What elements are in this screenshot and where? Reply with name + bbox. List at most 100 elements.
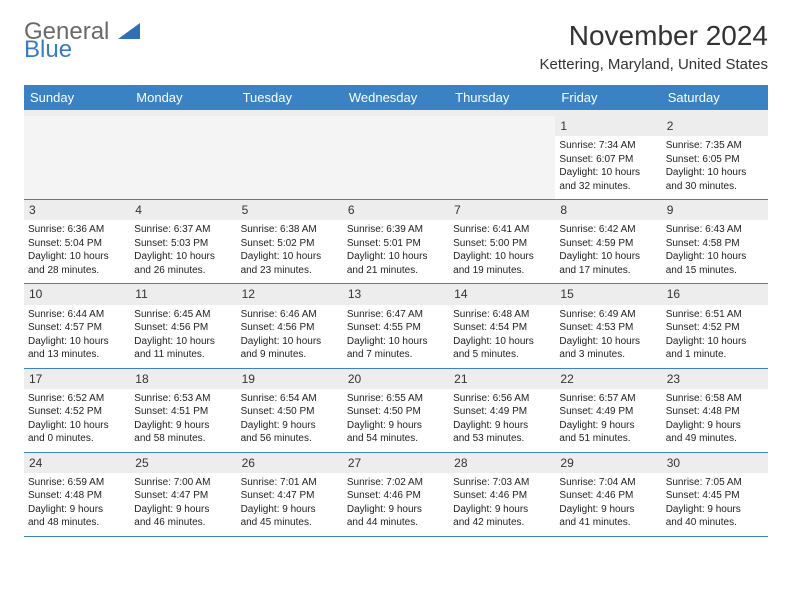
day-cell: 23Sunrise: 6:58 AMSunset: 4:48 PMDayligh…	[662, 369, 768, 452]
weekday-label: Saturday	[662, 85, 768, 110]
daylight2-label: and 9 minutes.	[241, 348, 339, 362]
sunrise-label: Sunrise: 6:45 AM	[134, 308, 232, 322]
daylight1-label: Daylight: 9 hours	[241, 419, 339, 433]
sunrise-label: Sunrise: 6:37 AM	[134, 223, 232, 237]
daylight2-label: and 21 minutes.	[347, 264, 445, 278]
sunset-label: Sunset: 5:04 PM	[28, 237, 126, 251]
day-cell: 15Sunrise: 6:49 AMSunset: 4:53 PMDayligh…	[555, 284, 661, 367]
sunset-label: Sunset: 4:49 PM	[559, 405, 657, 419]
day-cell: 24Sunrise: 6:59 AMSunset: 4:48 PMDayligh…	[24, 453, 130, 536]
day-number: 21	[449, 369, 555, 389]
daylight2-label: and 30 minutes.	[666, 180, 764, 194]
weekday-label: Tuesday	[237, 85, 343, 110]
daylight2-label: and 26 minutes.	[134, 264, 232, 278]
day-cell: 27Sunrise: 7:02 AMSunset: 4:46 PMDayligh…	[343, 453, 449, 536]
empty-day	[237, 116, 343, 199]
empty-day	[24, 116, 130, 199]
sunset-label: Sunset: 6:05 PM	[666, 153, 764, 167]
sunrise-label: Sunrise: 6:38 AM	[241, 223, 339, 237]
sunset-label: Sunset: 4:52 PM	[666, 321, 764, 335]
daylight2-label: and 11 minutes.	[134, 348, 232, 362]
day-number: 17	[24, 369, 130, 389]
daylight1-label: Daylight: 10 hours	[453, 250, 551, 264]
day-number: 23	[662, 369, 768, 389]
daylight1-label: Daylight: 9 hours	[241, 503, 339, 517]
sunrise-label: Sunrise: 6:59 AM	[28, 476, 126, 490]
day-number: 28	[449, 453, 555, 473]
day-cell: 10Sunrise: 6:44 AMSunset: 4:57 PMDayligh…	[24, 284, 130, 367]
day-number: 29	[555, 453, 661, 473]
header: General Blue November 2024 Kettering, Ma…	[24, 20, 768, 73]
weeks-container: 1Sunrise: 7:34 AMSunset: 6:07 PMDaylight…	[24, 116, 768, 537]
sunset-label: Sunset: 5:03 PM	[134, 237, 232, 251]
day-cell: 21Sunrise: 6:56 AMSunset: 4:49 PMDayligh…	[449, 369, 555, 452]
sunrise-label: Sunrise: 6:42 AM	[559, 223, 657, 237]
empty-day	[343, 116, 449, 199]
sunrise-label: Sunrise: 7:34 AM	[559, 139, 657, 153]
sunrise-label: Sunrise: 7:35 AM	[666, 139, 764, 153]
sunrise-label: Sunrise: 6:41 AM	[453, 223, 551, 237]
daylight2-label: and 53 minutes.	[453, 432, 551, 446]
day-cell: 1Sunrise: 7:34 AMSunset: 6:07 PMDaylight…	[555, 116, 661, 199]
day-number: 1	[555, 116, 661, 136]
week-row: 10Sunrise: 6:44 AMSunset: 4:57 PMDayligh…	[24, 284, 768, 368]
calendar: SundayMondayTuesdayWednesdayThursdayFrid…	[24, 85, 768, 537]
day-cell: 16Sunrise: 6:51 AMSunset: 4:52 PMDayligh…	[662, 284, 768, 367]
daylight1-label: Daylight: 10 hours	[666, 250, 764, 264]
sunset-label: Sunset: 4:53 PM	[559, 321, 657, 335]
logo-text: General Blue	[24, 20, 140, 62]
daylight2-label: and 0 minutes.	[28, 432, 126, 446]
daylight2-label: and 40 minutes.	[666, 516, 764, 530]
day-number: 4	[130, 200, 236, 220]
weekday-label: Monday	[130, 85, 236, 110]
daylight2-label: and 15 minutes.	[666, 264, 764, 278]
sunset-label: Sunset: 4:46 PM	[347, 489, 445, 503]
sunset-label: Sunset: 4:54 PM	[453, 321, 551, 335]
sunset-label: Sunset: 4:45 PM	[666, 489, 764, 503]
daylight2-label: and 19 minutes.	[453, 264, 551, 278]
sunset-label: Sunset: 4:58 PM	[666, 237, 764, 251]
sunrise-label: Sunrise: 6:49 AM	[559, 308, 657, 322]
daylight2-label: and 13 minutes.	[28, 348, 126, 362]
sunset-label: Sunset: 4:52 PM	[28, 405, 126, 419]
day-cell: 3Sunrise: 6:36 AMSunset: 5:04 PMDaylight…	[24, 200, 130, 283]
day-cell: 19Sunrise: 6:54 AMSunset: 4:50 PMDayligh…	[237, 369, 343, 452]
sunset-label: Sunset: 4:50 PM	[347, 405, 445, 419]
sunrise-label: Sunrise: 6:43 AM	[666, 223, 764, 237]
day-number: 6	[343, 200, 449, 220]
day-number: 13	[343, 284, 449, 304]
sunrise-label: Sunrise: 7:02 AM	[347, 476, 445, 490]
daylight2-label: and 58 minutes.	[134, 432, 232, 446]
sunrise-label: Sunrise: 7:04 AM	[559, 476, 657, 490]
sunset-label: Sunset: 4:48 PM	[666, 405, 764, 419]
daylight1-label: Daylight: 10 hours	[347, 335, 445, 349]
daylight1-label: Daylight: 10 hours	[241, 250, 339, 264]
daylight1-label: Daylight: 10 hours	[559, 166, 657, 180]
sunrise-label: Sunrise: 6:58 AM	[666, 392, 764, 406]
day-number: 25	[130, 453, 236, 473]
day-number: 20	[343, 369, 449, 389]
sunset-label: Sunset: 4:48 PM	[28, 489, 126, 503]
day-cell: 11Sunrise: 6:45 AMSunset: 4:56 PMDayligh…	[130, 284, 236, 367]
daylight1-label: Daylight: 10 hours	[347, 250, 445, 264]
sunset-label: Sunset: 4:47 PM	[241, 489, 339, 503]
day-number: 22	[555, 369, 661, 389]
sunset-label: Sunset: 4:46 PM	[453, 489, 551, 503]
day-cell: 25Sunrise: 7:00 AMSunset: 4:47 PMDayligh…	[130, 453, 236, 536]
day-number: 7	[449, 200, 555, 220]
day-cell: 7 Sunrise: 6:41 AMSunset: 5:00 PMDaylight…	[449, 200, 555, 283]
daylight2-label: and 54 minutes.	[347, 432, 445, 446]
day-cell: 12Sunrise: 6:46 AMSunset: 4:56 PMDayligh…	[237, 284, 343, 367]
daylight2-label: and 23 minutes.	[241, 264, 339, 278]
daylight1-label: Daylight: 9 hours	[453, 419, 551, 433]
daylight2-label: and 17 minutes.	[559, 264, 657, 278]
daylight2-label: and 1 minute.	[666, 348, 764, 362]
daylight2-label: and 51 minutes.	[559, 432, 657, 446]
day-cell: 8Sunrise: 6:42 AMSunset: 4:59 PMDaylight…	[555, 200, 661, 283]
weekday-label: Thursday	[449, 85, 555, 110]
daylight1-label: Daylight: 9 hours	[134, 419, 232, 433]
sunset-label: Sunset: 5:00 PM	[453, 237, 551, 251]
location-label: Kettering, Maryland, United States	[540, 56, 768, 73]
daylight1-label: Daylight: 9 hours	[28, 503, 126, 517]
weekday-label: Friday	[555, 85, 661, 110]
